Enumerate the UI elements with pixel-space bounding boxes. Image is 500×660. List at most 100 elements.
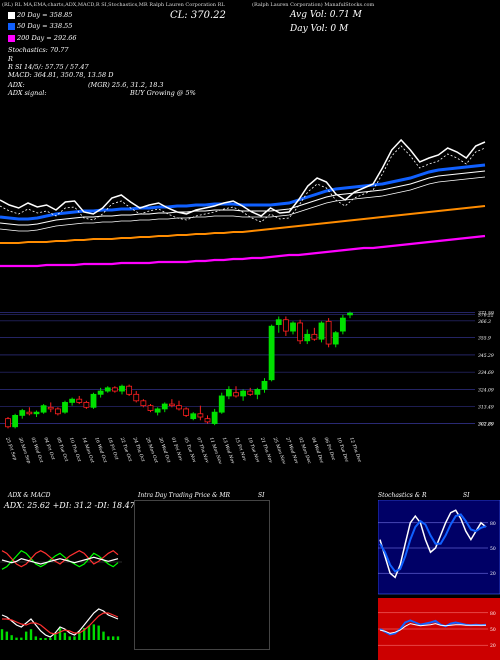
ma-white-band-line	[0, 170, 486, 226]
candle-body	[5, 418, 11, 428]
price-level-label: 370.22	[478, 313, 494, 319]
candle-body	[204, 418, 211, 423]
price-level-label: 366.3	[478, 319, 491, 325]
candle-body	[12, 415, 19, 428]
rsi-readout: R SI 14/5/: 57.75 / 57.47	[8, 63, 89, 71]
candle-body	[247, 390, 254, 395]
macd-histogram-bar	[82, 628, 86, 640]
adx-macd-title: ADX & MACD	[8, 492, 51, 499]
adx-readout: ADX: 25.62 +DI: 31.2 -DI: 18.47	[4, 501, 135, 510]
macd-signal-line	[2, 612, 119, 635]
date-label: 24 Thu Oct	[131, 436, 146, 463]
price-level-label: 324.09	[478, 387, 494, 393]
macd-readout: MACD: 364.81, 350.78, 13.58 D	[8, 71, 114, 79]
candle-body	[268, 325, 275, 381]
macd-line	[1, 608, 119, 638]
stochastics-readout: Stochastics: 70.77	[8, 46, 69, 54]
candle-body	[190, 413, 197, 420]
ma50-label: 50 Day = 338.55	[17, 22, 73, 30]
macd-histogram-bar	[58, 628, 62, 640]
price-level-label: 334.69	[478, 370, 494, 376]
ma200-line	[0, 234, 486, 268]
candle-body	[104, 387, 111, 392]
candle-body	[19, 410, 26, 416]
stoch-rsi-panel: 80 50 20 80 50 20	[378, 500, 500, 660]
date-label: 30 Mon Sep	[17, 437, 32, 465]
intraday-title-suffix: SI	[258, 492, 265, 499]
date-label: 25 Mon Nov	[271, 436, 287, 466]
adx-signal-value: BUY Growing @ 5%	[130, 89, 196, 97]
macd-histogram-bar	[97, 625, 100, 640]
date-label: 25 Fri Sep	[4, 436, 18, 462]
macd-histogram-bar	[107, 636, 110, 640]
candle-body	[47, 406, 54, 410]
stochastics-bg	[378, 500, 500, 595]
adx-mgr-readout: (MGR) 25.6, 31.2, 18.3	[88, 81, 164, 89]
candle-body	[183, 408, 190, 416]
date-label: 07 Thu Nov	[195, 437, 210, 464]
date-label: 10 Thu Oct	[68, 437, 82, 463]
candle-body	[119, 385, 125, 392]
macd-histogram-bar	[44, 638, 47, 640]
price-level-label: 371.59	[478, 310, 494, 316]
candle-body	[304, 333, 311, 342]
candle-body	[76, 398, 83, 403]
macd-histogram-bar	[102, 631, 105, 640]
ma50-swatch	[8, 22, 15, 30]
candle-body	[197, 413, 204, 418]
candle-body	[290, 322, 296, 332]
candle-body	[161, 403, 168, 410]
macd-histogram-bar	[68, 636, 71, 640]
r-letter: R	[8, 55, 13, 63]
legend-ma200: 200 Day = 292.66	[8, 34, 77, 42]
date-label: 22 Tue Oct	[118, 436, 133, 463]
stoch-d-line	[379, 513, 487, 573]
date-label: 16 Wed Oct	[93, 437, 108, 464]
ma200-label: 200 Day = 292.66	[17, 34, 77, 42]
candle-body	[90, 393, 97, 408]
macd-histogram-bar	[20, 637, 23, 640]
date-label: 01 Fri Nov	[170, 437, 184, 462]
ma-orange-line	[0, 205, 486, 244]
macd-histogram-bar	[63, 632, 67, 640]
candle-body	[254, 389, 261, 395]
stoch-level-label: 50	[490, 546, 496, 552]
date-label: 30 Wed Oct	[157, 437, 172, 464]
candlesticks	[5, 311, 353, 429]
candle-body	[282, 319, 289, 332]
date-label: 06 Fri Dec	[323, 437, 337, 462]
candle-body	[218, 395, 225, 413]
adx-di-line	[1, 549, 119, 568]
adx-di-line	[1, 549, 119, 570]
company-name: (Ralph Lauren Corporation) ManafulStocks…	[252, 2, 375, 8]
intraday-panel	[134, 500, 270, 650]
macd-histogram-bar	[24, 631, 28, 640]
adx-signal-label: ADX signal:	[8, 89, 47, 97]
candle-body	[83, 402, 90, 408]
candle-body	[168, 403, 175, 407]
macd-histogram-bar	[78, 631, 81, 640]
ma-dotted-line	[0, 145, 486, 223]
macd-histogram-bar	[0, 629, 4, 640]
adx-macd-panel: ADX: 25.62 +DI: 31.2 -DI: 18.47	[0, 500, 135, 660]
candle-body	[339, 317, 346, 332]
candle-body	[325, 320, 332, 345]
close-price: CL: 370.22	[170, 10, 226, 21]
candle-body	[154, 408, 161, 413]
stoch-level-label: 20	[490, 571, 496, 577]
macd-histogram-bar	[29, 629, 33, 640]
ma-white-band-line-2	[0, 176, 486, 232]
rsi-level-label: 50	[490, 627, 496, 633]
candle-body	[211, 411, 218, 424]
rsi-signal-line	[379, 623, 486, 634]
candle-body	[176, 405, 182, 410]
date-label: 13 Wed Nov	[221, 437, 236, 465]
candle-body	[40, 405, 47, 413]
macd-histogram-bar	[34, 636, 38, 640]
date-label: 21 Thu Nov	[259, 436, 274, 464]
candle-body	[69, 398, 76, 403]
price-level-label: 345.29	[478, 353, 494, 359]
candle-body	[147, 405, 154, 411]
